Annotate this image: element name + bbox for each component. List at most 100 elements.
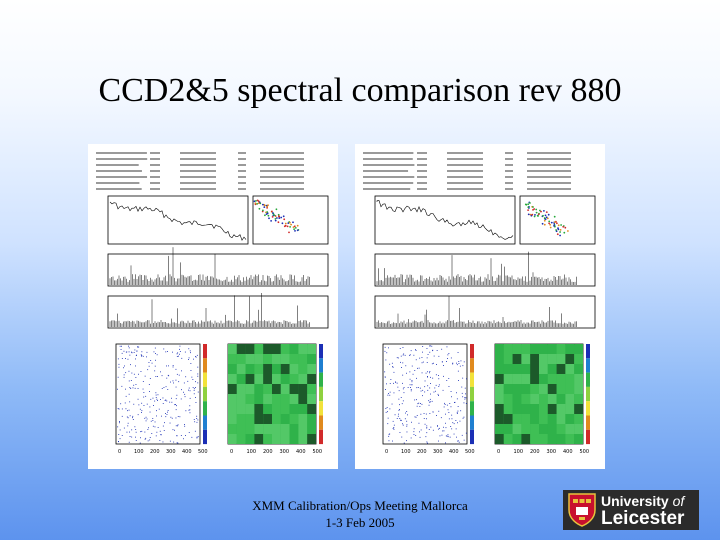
- light-curve-frame: [374, 253, 596, 287]
- count-image-event: [197, 419, 199, 421]
- ccd2-analysis-plots: 0 0 100 100 200 200 300 300 400 400 500 500: [96, 152, 329, 455]
- count-image-event: [189, 397, 191, 399]
- header-text-line: [363, 170, 409, 172]
- count-image-event: [460, 360, 462, 362]
- count-image-event: [389, 383, 391, 384]
- count-image-event: [415, 359, 417, 361]
- count-image-event: [175, 409, 177, 411]
- count-image-event: [448, 353, 450, 354]
- count-image-event: [195, 397, 196, 398]
- count-image-event: [189, 412, 191, 414]
- count-image-event: [146, 403, 148, 405]
- count-image-event: [135, 358, 136, 360]
- pi-map-cell: [556, 404, 566, 414]
- pi-map-cell: [539, 344, 548, 354]
- logo-of-text: of: [672, 493, 685, 509]
- header-text-line: [363, 158, 413, 160]
- count-image-event: [128, 409, 130, 411]
- count-image-event: [421, 362, 423, 364]
- count-image-event: [427, 371, 428, 373]
- count-image-event: [435, 384, 437, 386]
- header-text-line: [505, 182, 513, 184]
- header-text-line: [238, 152, 246, 154]
- count-image-event: [165, 351, 167, 353]
- pattern-point: [532, 209, 534, 211]
- count-image-event: [403, 442, 405, 444]
- header-text-line: [447, 176, 483, 178]
- pattern-point: [257, 202, 260, 204]
- pi-map-cell: [512, 374, 522, 384]
- count-image-event: [386, 407, 388, 408]
- spectrum-curve: [109, 201, 247, 241]
- count-image-event: [449, 403, 451, 404]
- count-image-event: [123, 374, 125, 376]
- count-image-event: [460, 410, 462, 412]
- pi-map-cell: [503, 384, 513, 394]
- count-image-event: [442, 389, 444, 391]
- count-image-event: [176, 353, 178, 355]
- count-image-event: [165, 413, 166, 414]
- count-image-event: [142, 388, 144, 390]
- count-image-event: [417, 367, 418, 369]
- pi-map-cell: [565, 374, 575, 384]
- pattern-point: [567, 230, 569, 232]
- count-image-event: [176, 356, 178, 357]
- count-image-event: [179, 345, 181, 347]
- count-image-event: [118, 441, 119, 442]
- count-image-event: [128, 370, 130, 372]
- count-image-event: [420, 403, 421, 404]
- pi-map-cell: [307, 394, 316, 404]
- count-image-event: [450, 426, 452, 427]
- pi-map-cell: [503, 364, 513, 374]
- count-image-event: [416, 399, 417, 401]
- count-image-event: [443, 365, 444, 366]
- count-image-event: [400, 361, 401, 363]
- pi-map-cell: [547, 424, 557, 434]
- pi-map-cell: [254, 374, 264, 384]
- count-image-event: [403, 353, 405, 355]
- pi-map-cell: [530, 394, 539, 404]
- count-image-event: [123, 427, 125, 429]
- pattern-point: [282, 215, 285, 218]
- pi-map-cell: [574, 384, 583, 394]
- count-image-event: [438, 384, 440, 386]
- pi-map-cell: [280, 364, 290, 374]
- count-image-event: [183, 438, 184, 440]
- pi-map-cell: [547, 384, 557, 394]
- pi-map-cell: [530, 344, 539, 354]
- pi-map-cell: [236, 344, 246, 354]
- count-image-event: [459, 365, 461, 367]
- pi-map-cell: [512, 394, 522, 404]
- count-image-event: [197, 373, 199, 375]
- pattern-point: [290, 223, 292, 226]
- count-image-event: [444, 404, 446, 405]
- count-image-event: [123, 367, 124, 369]
- pi-map-cell: [280, 344, 290, 354]
- count-image-event: [175, 379, 177, 381]
- count-image-event: [184, 396, 186, 398]
- pi-map-tick-label: 0: [230, 449, 233, 455]
- count-image-event: [136, 350, 138, 352]
- count-image-event: [135, 440, 137, 441]
- count-image-event: [168, 365, 169, 367]
- count-image-event: [121, 435, 123, 436]
- logo-university-text: University: [601, 493, 669, 509]
- count-image-event: [399, 409, 400, 410]
- pi-map-cell: [289, 344, 299, 354]
- count-image-event: [438, 395, 439, 396]
- count-image-event: [448, 378, 450, 379]
- header-text-line: [505, 164, 513, 166]
- pattern-point: [537, 215, 539, 217]
- count-image-event: [385, 359, 387, 361]
- count-image-event: [452, 422, 454, 424]
- pi-map-cell: [565, 354, 575, 364]
- pattern-point: [296, 224, 299, 227]
- pi-map-cell: [495, 384, 504, 394]
- pattern-point: [266, 211, 269, 213]
- count-image-event: [140, 371, 142, 372]
- count-image-event: [441, 361, 443, 363]
- count-image-event: [413, 354, 415, 356]
- count-image-event: [167, 374, 169, 376]
- count-image-event: [172, 351, 173, 353]
- count-image-event: [132, 419, 134, 420]
